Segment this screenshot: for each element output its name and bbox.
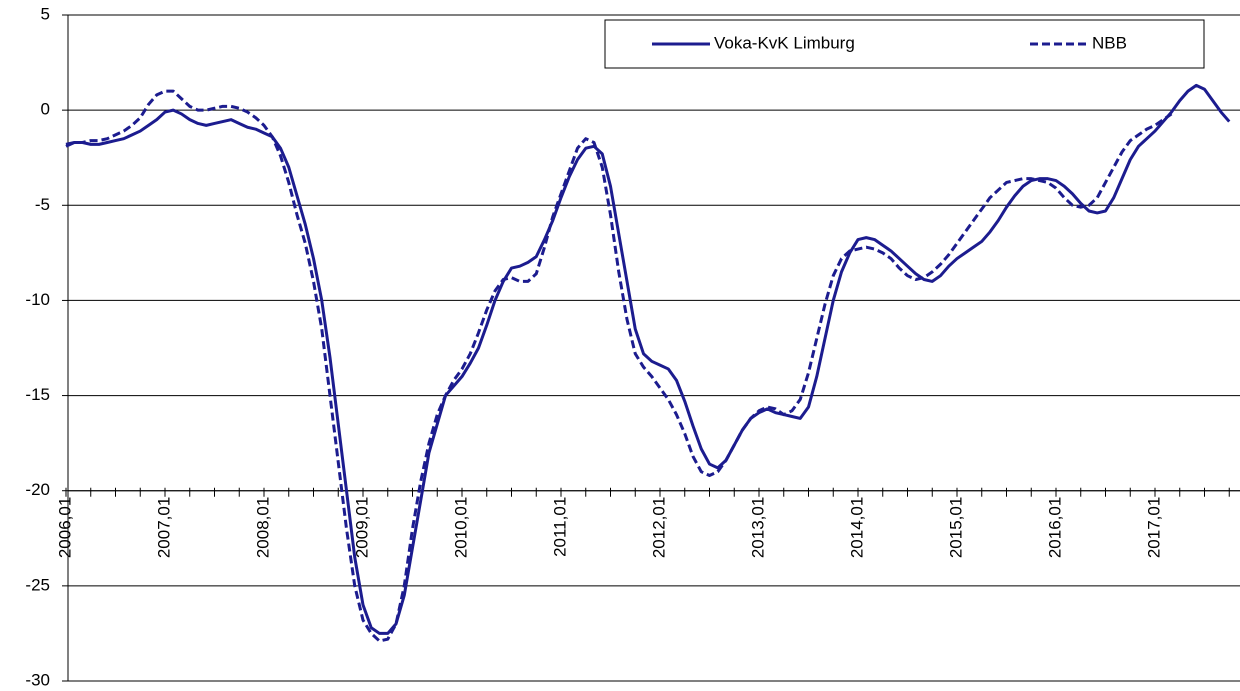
y-tick-label: -20 <box>25 480 50 499</box>
legend-label: NBB <box>1092 33 1127 52</box>
y-tick-label: -30 <box>25 670 50 689</box>
x-tick-label: 2016,01 <box>1045 497 1064 558</box>
data-line <box>65 83 1231 635</box>
y-tick-label: -5 <box>35 195 50 214</box>
y-tick-label: -25 <box>25 575 50 594</box>
legend-box <box>604 19 1205 69</box>
x-tick-label: 2007,01 <box>154 497 173 558</box>
x-tick-label: 2013,01 <box>748 497 767 558</box>
y-tick-label: 0 <box>41 100 50 119</box>
x-tick-label: 2008,01 <box>253 497 272 558</box>
x-tick-label: 2011,01 <box>550 497 569 557</box>
legend: Voka-KvK Limburg NBB <box>604 19 1205 69</box>
x-tick-label: 2006,01 <box>55 497 74 558</box>
data-line <box>65 89 1173 643</box>
x-tick-label: 2009,01 <box>352 497 371 558</box>
x-tick-label: 2012,01 <box>649 497 668 558</box>
x-tick-label: 2010,01 <box>451 497 470 558</box>
y-tick-label: -15 <box>25 385 50 404</box>
x-tick-label: 2014,01 <box>847 497 866 558</box>
legend-label: Voka-KvK Limburg <box>714 33 855 52</box>
y-tick-label: -10 <box>25 290 50 309</box>
x-tick-label: 2017,01 <box>1144 497 1163 558</box>
x-tick-label: 2015,01 <box>946 497 965 558</box>
y-tick-label: 5 <box>41 4 50 23</box>
